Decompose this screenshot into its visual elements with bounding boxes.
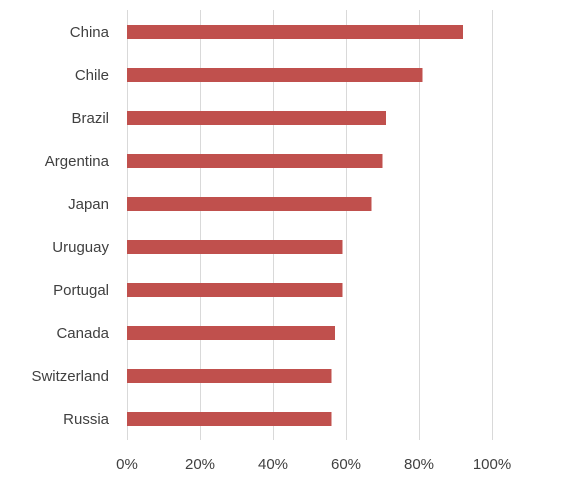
- category-label-china: China: [70, 24, 110, 41]
- x-axis-tick-labels: 0% 20% 40% 60% 80% 100%: [116, 456, 511, 473]
- x-tick-label-20: 20%: [185, 456, 215, 473]
- x-tick-label-40: 40%: [258, 456, 288, 473]
- category-label-canada: Canada: [56, 325, 109, 342]
- category-label-chile: Chile: [75, 67, 109, 84]
- bars: [127, 25, 463, 426]
- category-label-brazil: Brazil: [71, 110, 109, 127]
- x-tick-label-0: 0%: [116, 456, 138, 473]
- bar-chile: [127, 68, 423, 82]
- bar-brazil: [127, 111, 387, 125]
- category-label-portugal: Portugal: [53, 282, 109, 299]
- category-label-japan: Japan: [68, 196, 109, 213]
- bar-japan: [127, 197, 372, 211]
- x-tick-label-100: 100%: [473, 456, 511, 473]
- bar-uruguay: [127, 240, 343, 254]
- category-label-uruguay: Uruguay: [52, 239, 109, 256]
- bar-canada: [127, 326, 336, 340]
- bar-china: [127, 25, 463, 39]
- category-label-switzerland: Switzerland: [31, 368, 109, 385]
- category-labels: China Chile Brazil Argentina Japan Uruguay Por…: [31, 24, 109, 428]
- bar-portugal: [127, 283, 343, 297]
- bar-argentina: [127, 154, 383, 168]
- bar-russia: [127, 412, 332, 426]
- x-tick-label-60: 60%: [331, 456, 361, 473]
- category-label-russia: Russia: [63, 411, 110, 428]
- bar-switzerland: [127, 369, 332, 383]
- x-tick-label-80: 80%: [404, 456, 434, 473]
- category-label-argentina: Argentina: [45, 153, 110, 170]
